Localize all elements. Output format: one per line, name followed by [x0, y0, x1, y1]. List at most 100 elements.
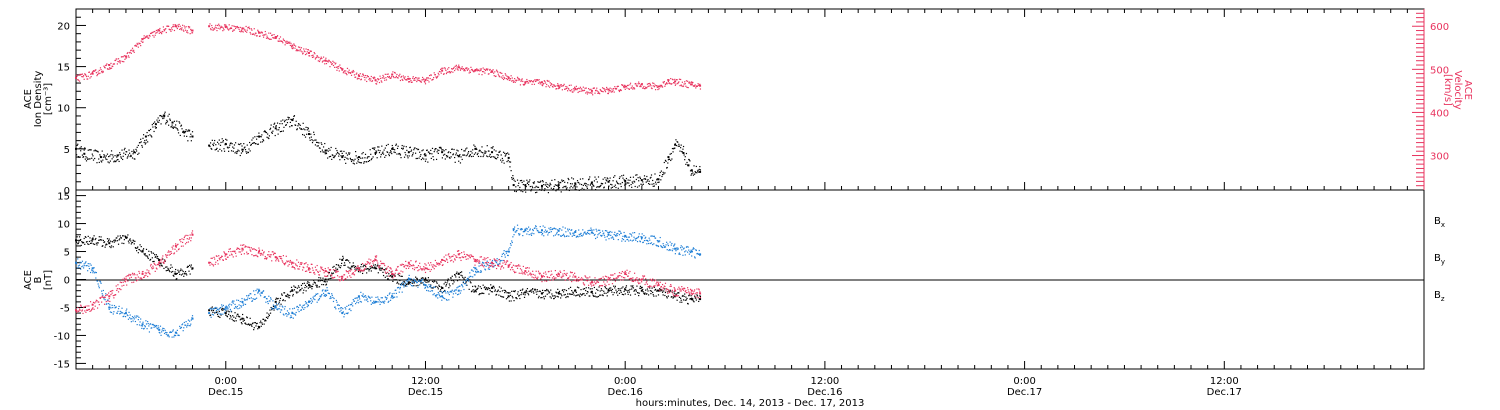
bx-sample: [230, 311, 233, 313]
ion-density-sample: [479, 150, 481, 152]
ion-density-sample: [216, 147, 218, 149]
bx-sample: [120, 237, 123, 239]
velocity-sample: [401, 78, 403, 81]
velocity-sample: [279, 36, 282, 38]
ion-density-sample: [321, 143, 323, 146]
velocity-sample: [365, 77, 367, 79]
by-sample: [232, 300, 234, 302]
by-sample: [82, 267, 85, 269]
velocity-sample: [240, 29, 243, 31]
bx-sample: [253, 327, 255, 329]
bz-point: [258, 250, 261, 253]
velocity-sample: [363, 76, 365, 79]
velocity-sample: [608, 89, 611, 91]
ion-density-sample: [347, 158, 349, 160]
bx-sample: [608, 290, 610, 292]
bx-sample: [168, 269, 170, 272]
bz-sample: [209, 261, 212, 264]
by-sample: [390, 297, 392, 299]
by-sample: [362, 293, 364, 295]
velocity-sample: [617, 85, 619, 87]
bz-sample: [152, 267, 155, 269]
ion-density-sample: [578, 182, 580, 184]
by-sample: [552, 228, 554, 230]
ion-density-sample: [239, 143, 241, 146]
bx-sample: [537, 297, 540, 299]
by-sample: [399, 286, 402, 289]
velocity-sample: [601, 87, 604, 89]
velocity-sample: [495, 69, 498, 71]
velocity-sample: [463, 70, 465, 72]
by-sample: [173, 336, 175, 338]
by-sample: [269, 300, 271, 302]
velocity-sample: [604, 91, 607, 93]
velocity-sample: [76, 75, 78, 77]
velocity-sample: [288, 42, 290, 44]
velocity-sample: [248, 28, 251, 30]
bx-sample: [640, 287, 642, 289]
by-sample: [654, 237, 657, 239]
ion-density-sample: [305, 126, 307, 128]
ion-density-sample: [550, 187, 552, 189]
velocity-sample: [135, 45, 138, 47]
by-sample: [505, 250, 507, 253]
ion-density-sample: [660, 170, 662, 172]
bz-sample: [101, 295, 103, 297]
bx-sample: [235, 320, 237, 322]
velocity-sample: [466, 69, 469, 71]
velocity-sample: [449, 72, 452, 74]
by-sample: [258, 288, 260, 290]
velocity-sample: [125, 57, 127, 59]
ion-density-point: [116, 154, 119, 157]
ion-density-sample: [548, 185, 551, 187]
by-sample: [244, 303, 247, 306]
ion-density-point: [183, 131, 186, 134]
by-sample: [410, 278, 412, 280]
bx-sample: [509, 294, 512, 296]
by-sample: [131, 316, 134, 318]
velocity-sample: [268, 32, 270, 34]
velocity-sample: [351, 70, 353, 73]
by-point: [341, 312, 344, 315]
ion-density-sample: [493, 156, 495, 158]
bx-sample: [219, 316, 221, 319]
velocity-sample: [667, 79, 669, 81]
by-sample: [508, 251, 510, 253]
bx-sample: [87, 235, 89, 237]
bx-sample: [607, 288, 609, 290]
bz-point: [124, 278, 127, 281]
by-sample: [228, 304, 230, 306]
velocity-sample: [81, 73, 84, 75]
by-sample: [398, 286, 400, 289]
bx-sample: [607, 291, 609, 294]
by-sample: [289, 308, 291, 310]
ion-density-sample: [229, 142, 231, 145]
bz-sample: [80, 305, 82, 307]
bz-sample: [96, 307, 99, 309]
ion-density-sample: [389, 152, 391, 154]
bz-sample: [188, 238, 190, 240]
by-point: [557, 229, 560, 232]
by-sample: [558, 234, 560, 236]
velocity-sample: [609, 87, 611, 89]
ion-density-sample: [328, 147, 330, 150]
by-sample: [447, 291, 449, 293]
velocity-sample: [533, 83, 536, 85]
velocity-sample: [370, 75, 372, 78]
ion-density-sample: [443, 150, 445, 152]
velocity-sample: [278, 40, 280, 42]
by-sample: [643, 234, 645, 237]
by-sample: [680, 247, 682, 249]
velocity-sample: [154, 30, 156, 33]
velocity-sample: [423, 80, 425, 83]
by-sample: [216, 307, 218, 309]
by-sample: [480, 270, 482, 272]
bx-sample: [498, 286, 501, 288]
bx-sample: [505, 290, 507, 293]
bx-sample: [316, 284, 318, 286]
by-sample: [599, 229, 601, 231]
by-sample: [465, 280, 467, 282]
bz-sample: [218, 257, 220, 259]
ion-density-sample: [168, 124, 170, 126]
bx-sample: [308, 282, 310, 284]
